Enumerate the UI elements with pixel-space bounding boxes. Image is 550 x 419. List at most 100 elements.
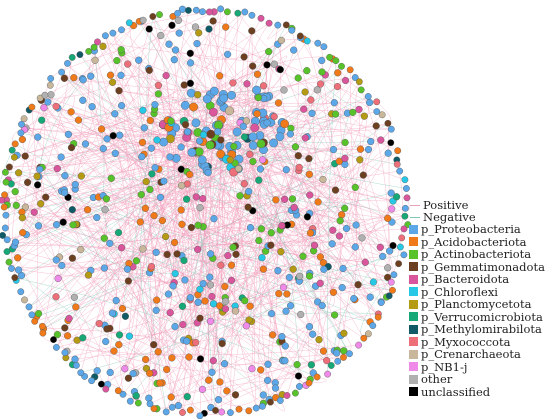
- network-node: [331, 186, 340, 194]
- network-node: [178, 182, 186, 190]
- network-node: [267, 229, 275, 237]
- positive-edge: [162, 268, 294, 384]
- network-node: [295, 383, 303, 390]
- network-node: [387, 125, 395, 133]
- network-node: [327, 362, 335, 369]
- network-node: [196, 314, 204, 322]
- negative-edge: [61, 71, 142, 157]
- positive-edge: [137, 28, 152, 149]
- network-node: [11, 140, 19, 148]
- legend-item-crenarchaeota: p_Crenarchaeota: [409, 348, 549, 361]
- network-node: [101, 206, 109, 214]
- network-node: [288, 195, 297, 203]
- network-node: [134, 399, 142, 407]
- positive-edge: [104, 173, 152, 239]
- network-node: [281, 195, 289, 203]
- positive-edge: [43, 41, 98, 329]
- network-node: [174, 9, 182, 17]
- network-node: [140, 124, 148, 132]
- positive-edge: [124, 201, 319, 369]
- network-node: [196, 137, 204, 145]
- positive-edge: [273, 142, 327, 361]
- network-node: [111, 110, 119, 118]
- positive-edge: [47, 101, 213, 259]
- network-node: [106, 368, 114, 377]
- network-node: [109, 29, 117, 37]
- negative-edge: [20, 132, 295, 208]
- network-node: [102, 195, 111, 203]
- network-node: [202, 94, 212, 104]
- network-node: [361, 258, 369, 266]
- network-node: [342, 224, 351, 233]
- network-node: [338, 211, 346, 219]
- network-node: [37, 200, 45, 208]
- network-node: [2, 178, 10, 186]
- network-node: [259, 156, 267, 164]
- network-node: [181, 276, 189, 284]
- network-node: [169, 12, 177, 20]
- network-node: [319, 347, 328, 355]
- network-node: [223, 387, 231, 395]
- network-node: [259, 391, 267, 399]
- positive-edge: [25, 127, 175, 243]
- network-node: [376, 243, 384, 251]
- positive-edge: [24, 129, 214, 304]
- network-node: [218, 339, 226, 348]
- network-node: [372, 122, 380, 130]
- positive-edge: [225, 232, 272, 302]
- network-node: [168, 354, 176, 362]
- negative-edge: [244, 113, 348, 184]
- network-node: [264, 360, 272, 368]
- network-node: [314, 39, 322, 47]
- network-node: [25, 303, 33, 311]
- negative-edge: [168, 194, 310, 295]
- network-node: [196, 355, 205, 363]
- network-node: [329, 146, 338, 154]
- positive-edge: [141, 21, 318, 302]
- positive-edge-swatch: [410, 204, 420, 206]
- positive-edge: [270, 122, 311, 380]
- network-node: [253, 110, 261, 118]
- positive-edge: [129, 22, 186, 125]
- network-node: [340, 347, 348, 355]
- network-node: [267, 241, 275, 249]
- legend-label: p_Chloroflexi: [421, 284, 498, 299]
- positive-edge: [182, 164, 207, 325]
- positive-edge: [281, 102, 370, 226]
- positive-edge: [296, 77, 356, 215]
- network-node: [217, 5, 225, 13]
- network-node: [207, 250, 215, 258]
- positive-edge: [129, 310, 236, 337]
- network-node: [241, 297, 249, 305]
- network-node: [145, 66, 153, 74]
- negative-edge: [64, 192, 232, 266]
- positive-edge: [251, 77, 299, 322]
- network-node: [199, 195, 207, 203]
- network-node: [246, 224, 255, 232]
- network-node: [377, 299, 385, 306]
- network-node: [309, 330, 317, 338]
- network-node: [259, 82, 268, 90]
- positive-edge: [170, 125, 220, 398]
- network-node: [216, 72, 224, 80]
- positive-edge: [82, 337, 205, 414]
- network-node: [1, 224, 9, 232]
- network-node: [194, 147, 204, 157]
- network-node: [390, 271, 398, 279]
- network-node: [57, 153, 65, 161]
- network-node: [355, 78, 363, 86]
- network-node: [276, 65, 284, 74]
- positive-edge: [11, 130, 38, 151]
- network-node: [102, 385, 110, 393]
- positive-edge: [110, 232, 311, 373]
- network-node: [184, 6, 192, 14]
- network-node: [357, 86, 365, 94]
- network-node: [196, 412, 204, 419]
- network-node: [77, 369, 85, 377]
- network-node: [227, 261, 236, 269]
- network-node: [241, 8, 249, 16]
- network-node: [334, 69, 342, 77]
- network-node: [14, 254, 22, 262]
- network-node: [194, 298, 202, 306]
- positive-edge: [254, 114, 383, 138]
